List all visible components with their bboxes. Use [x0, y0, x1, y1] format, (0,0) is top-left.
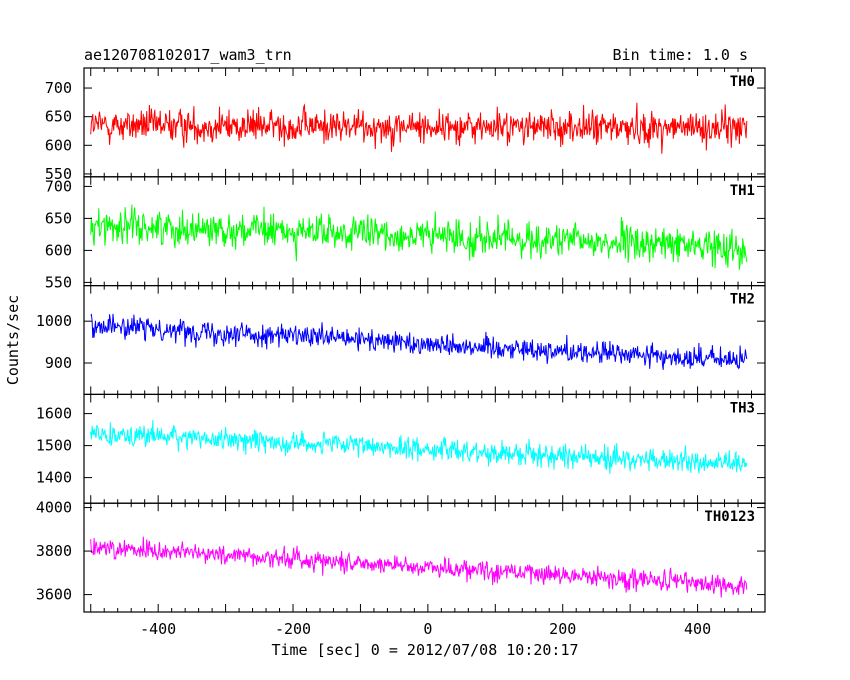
y-tick-label: 3800: [36, 542, 72, 560]
y-tick-label: 1000: [36, 312, 72, 330]
y-tick-label: 700: [45, 79, 72, 97]
y-tick-label: 650: [45, 108, 72, 126]
y-tick-label: 600: [45, 136, 72, 154]
panel-label-th3: TH3: [730, 400, 755, 416]
y-tick-label: 700: [45, 177, 72, 195]
panel-label-th2: TH2: [730, 292, 755, 308]
y-tick-label: 550: [45, 273, 72, 291]
bin-time-label: Bin time: 1.0 s: [613, 46, 748, 64]
x-tick-label: -200: [275, 620, 311, 638]
series-line-th3: [90, 419, 748, 474]
y-tick-label: 1500: [36, 437, 72, 455]
x-tick-label: 400: [684, 620, 711, 638]
y-tick-label: 550: [45, 165, 72, 183]
panel-frame-th2: [83, 285, 766, 396]
panel-label-th0123: TH0123: [704, 509, 755, 525]
y-tick-label: 4000: [36, 499, 72, 517]
y-tick-label: 3600: [36, 586, 72, 604]
y-tick-label: 600: [45, 241, 72, 259]
series-line-th0: [90, 102, 748, 154]
chart-title: ae120708102017_wam3_trn: [84, 46, 292, 64]
y-tick-label: 1600: [36, 405, 72, 423]
x-tick-label: 0: [423, 620, 432, 638]
y-tick-label: 900: [45, 354, 72, 372]
x-tick-label: 200: [549, 620, 576, 638]
y-axis-label: Counts/sec: [4, 295, 22, 385]
panel-label-th0: TH0: [730, 74, 755, 90]
y-tick-label: 1400: [36, 469, 72, 487]
y-tick-label: 650: [45, 209, 72, 227]
panel-label-th1: TH1: [730, 183, 755, 199]
x-axis-label: Time [sec] 0 = 2012/07/08 10:20:17: [271, 641, 578, 659]
series-line-th1: [90, 204, 748, 270]
panel-frame-th0123: [83, 502, 766, 613]
panels-group: TH0 550 600 650 700 TH1 550 600 650 700 TH2 900 1000…: [36, 67, 766, 638]
series-line-th0123: [90, 536, 748, 598]
x-tick-label: -400: [140, 620, 176, 638]
series-line-th2: [90, 313, 748, 370]
